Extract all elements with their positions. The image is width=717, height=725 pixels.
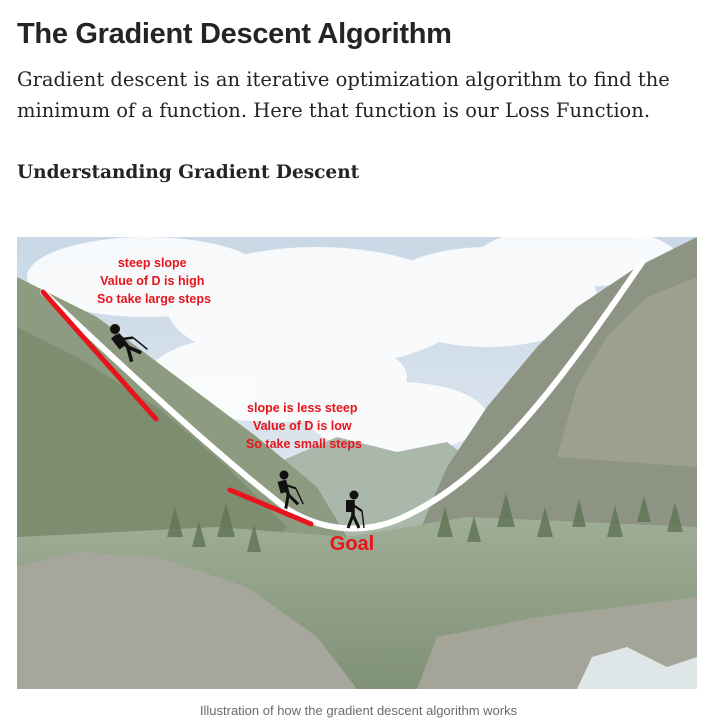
right-mountain-rock <box>557 277 697 467</box>
hiker-icon <box>346 490 365 529</box>
less-steep-line-3: So take small steps <box>246 437 362 451</box>
less-steep-line-1: slope is less steep <box>247 401 358 415</box>
less-steep-annotation: slope is less steep Value of D is low So… <box>246 401 362 451</box>
less-steep-line-2: Value of D is low <box>253 419 352 433</box>
illustration-canvas: steep slope Value of D is high So take l… <box>17 237 697 689</box>
gradient-descent-illustration: steep slope Value of D is high So take l… <box>17 237 697 689</box>
trees <box>167 493 683 552</box>
steep-slope-tangent <box>40 289 159 422</box>
steep-annotation: steep slope Value of D is high So take l… <box>97 256 211 306</box>
steep-line-1: steep slope <box>118 256 187 270</box>
page-title: The Gradient Descent Algorithm <box>17 18 452 50</box>
gentle-slope-tangent <box>227 487 314 527</box>
goal-label: Goal <box>330 533 374 555</box>
steep-line-3: So take large steps <box>97 292 211 306</box>
hiker-icon <box>277 470 304 509</box>
section-heading: Understanding Gradient Descent <box>17 162 360 183</box>
figure-caption: Illustration of how the gradient descent… <box>199 703 518 718</box>
left-boulder <box>17 552 357 689</box>
loss-curve <box>40 258 646 532</box>
stream <box>577 647 697 689</box>
steep-line-2: Value of D is high <box>100 274 204 288</box>
hiker-icon <box>110 324 148 363</box>
left-mountain-shade <box>17 327 287 587</box>
intro-paragraph: Gradient descent is an iterative optimiz… <box>17 68 670 122</box>
